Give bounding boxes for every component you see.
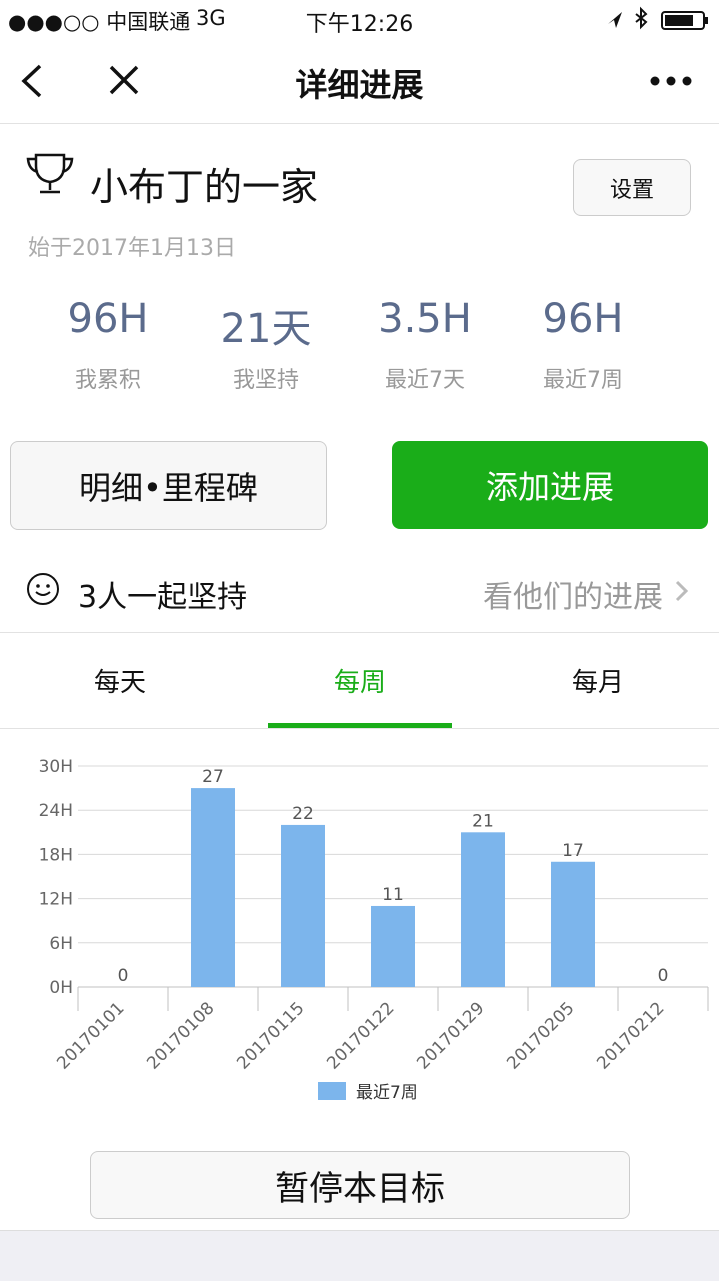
divider	[0, 728, 719, 729]
data-label: 17	[562, 841, 584, 861]
legend-swatch	[318, 1082, 346, 1100]
add-button[interactable]: 添加进展	[392, 441, 708, 529]
x-tick-label: 20170115	[233, 998, 308, 1073]
bar	[371, 905, 415, 987]
bar	[461, 832, 505, 987]
data-label: 0	[658, 966, 669, 986]
y-tick-label: 24H	[39, 801, 73, 821]
stat-value: 96H	[67, 296, 149, 342]
detail-button[interactable]: 明细•里程碑	[10, 441, 327, 530]
stat-value: 21天	[220, 306, 312, 352]
pause-button[interactable]: 暂停本目标	[90, 1151, 630, 1219]
data-label: 21	[472, 811, 494, 831]
x-tick-label: 20170122	[323, 998, 398, 1073]
nav-title: 详细进展	[295, 66, 424, 104]
y-tick-label: 30H	[39, 757, 73, 777]
tab-indicator	[268, 723, 452, 728]
back[interactable]	[21, 64, 42, 98]
stat-label: 我坚持	[232, 368, 299, 393]
x-tick-label: 20170205	[503, 998, 578, 1073]
footer	[0, 1230, 719, 1281]
network: 3G	[196, 6, 226, 30]
status-icons	[608, 6, 708, 30]
companions-text: 3人一起坚持	[78, 580, 248, 615]
bar	[281, 824, 325, 987]
chevron	[675, 580, 689, 602]
stat-label: 最近7天	[385, 368, 465, 393]
legend-label: 最近7周	[356, 1083, 418, 1103]
y-tick-label: 12H	[39, 890, 73, 910]
stat-value: 96H	[542, 296, 624, 342]
bar	[551, 861, 595, 987]
x-tick-label: 20170129	[413, 998, 488, 1073]
smiley-icon	[27, 573, 59, 605]
nav-icons	[21, 64, 692, 98]
close[interactable]	[109, 65, 139, 95]
tab[interactable]: 每月	[571, 668, 624, 698]
tab[interactable]: 每天	[93, 668, 146, 698]
data-label: 0	[118, 966, 129, 986]
trophy-icon	[26, 153, 74, 194]
more[interactable]	[650, 76, 692, 86]
settings-button[interactable]: 设置	[573, 159, 691, 216]
goal-name: 小布丁的一家	[90, 165, 319, 209]
x-tick-label: 20170108	[143, 998, 218, 1073]
companions-link[interactable]: 看他们的进展	[483, 580, 663, 615]
stat-label: 最近7周	[543, 368, 623, 393]
start-date: 始于2017年1月13日	[28, 236, 236, 261]
bar	[191, 788, 235, 987]
divider	[0, 632, 719, 633]
x-tick-label: 20170212	[593, 998, 668, 1073]
y-tick-label: 6H	[49, 934, 73, 954]
chart: 0H 6H 12H 18H 24H 30H 20170101 0 20170108 27 20170…	[39, 757, 709, 1103]
carrier: ●●●○○ 中国联通	[8, 10, 191, 34]
y-tick-label: 18H	[39, 845, 73, 865]
stat-label: 我累积	[74, 368, 141, 393]
tab-active[interactable]: 每周	[333, 668, 386, 698]
data-label: 11	[382, 885, 404, 905]
x-tick-label: 20170101	[53, 998, 128, 1073]
divider	[0, 123, 719, 124]
data-label: 22	[292, 804, 314, 824]
stat-value: 3.5H	[378, 296, 472, 342]
y-tick-label: 0H	[49, 978, 73, 998]
data-label: 27	[202, 767, 224, 787]
clock: 下午12:26	[305, 12, 414, 37]
